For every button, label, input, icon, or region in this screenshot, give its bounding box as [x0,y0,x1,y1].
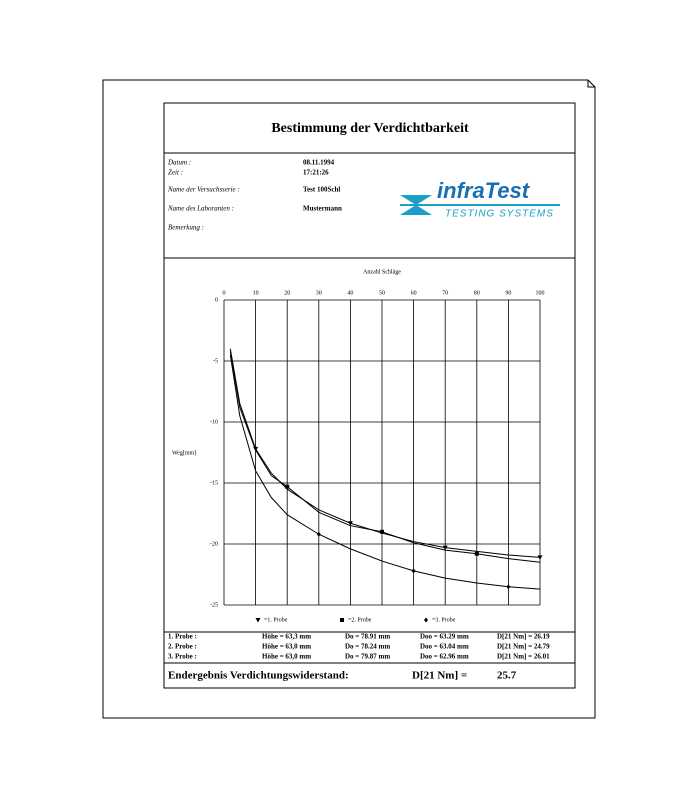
x-tick-label: 30 [316,290,322,296]
result-cell: Höhe = 63,3 mm [262,633,311,641]
info-label: Name des Laboranten : [167,205,234,213]
info-value: 17:21:26 [303,169,329,177]
x-tick-label: 50 [379,290,385,296]
sheet [102,79,596,719]
report-title: Bestimmung der Verdichtbarkeit [271,121,469,136]
logo-name: infraTest [437,178,531,203]
page-corner [587,80,595,88]
logo-tagline: TESTING SYSTEMS [445,209,554,220]
info-label: Bemerkung : [168,224,204,232]
info-value: Mustermann [303,205,342,213]
final-label: Endergebnis Verdichtungswiderstand: [168,670,349,682]
result-cell: Höhe = 63,0 mm [262,653,311,661]
x-tick-label: 80 [474,290,480,296]
result-cell: D[21 Nm] = 24.79 [497,643,550,651]
result-cell: Do = 78.24 mm [345,643,390,651]
marker [537,555,543,560]
legend-label: =3. Probe [432,617,456,623]
logo-mark [400,195,432,215]
x-tick-label: 90 [505,290,511,296]
result-cell: D[21 Nm] = 26.19 [497,633,550,641]
series-line [229,351,541,563]
x-tick-label: 70 [442,290,448,296]
result-cell: Doo = 62.96 mm [420,653,469,661]
x-tick-label: 20 [284,290,290,296]
legend-label: =2. Probe [348,617,372,623]
y-tick-label: 0 [215,297,218,303]
final-unit: D[21 Nm] = [412,670,467,682]
result-cell: 2. Probe : [168,643,197,651]
y-tick-label: -25 [210,602,218,608]
y-tick-label: -10 [210,419,218,425]
legend-symbol [424,617,428,623]
result-cell: 3. Probe : [168,653,197,661]
result-cell: Höhe = 63,0 mm [262,643,311,651]
series-line [229,348,541,558]
y-tick-label: -5 [213,358,218,364]
series-line [229,354,541,590]
legend-symbol [255,618,261,623]
y-tick-label: -15 [210,480,218,486]
legend-label: =1. Probe [264,617,288,623]
x-axis-title: Anzahl Schläge [363,269,401,275]
logo-line [400,204,560,206]
info-value: Test 100Schl [303,186,340,194]
result-cell: D[21 Nm] = 26.01 [497,653,550,661]
info-label: Zeit : [168,169,183,177]
result-cell: Do = 79.87 mm [345,653,390,661]
logo: infraTest TESTING SYSTEMS [400,178,560,220]
report-frame [163,102,576,689]
x-tick-label: 40 [347,290,353,296]
result-cell: Doo = 63.29 mm [420,633,469,641]
result-cell: 1. Probe : [168,633,197,641]
legend-symbol [340,618,344,622]
info-value: 08.11.1994 [303,159,335,167]
info-label: Name der Versuchsserie : [167,186,240,194]
final-value: 25.7 [497,670,517,682]
result-cell: Doo = 63.04 mm [420,643,469,651]
x-tick-label: 0 [223,290,226,296]
result-cell: Do = 78.91 mm [345,633,390,641]
y-axis-title: Weg[mm] [172,450,196,456]
x-tick-label: 60 [411,290,417,296]
x-tick-label: 10 [253,290,259,296]
x-tick-label: 100 [536,290,545,296]
y-tick-label: -20 [210,541,218,547]
info-label: Datum : [167,159,191,167]
